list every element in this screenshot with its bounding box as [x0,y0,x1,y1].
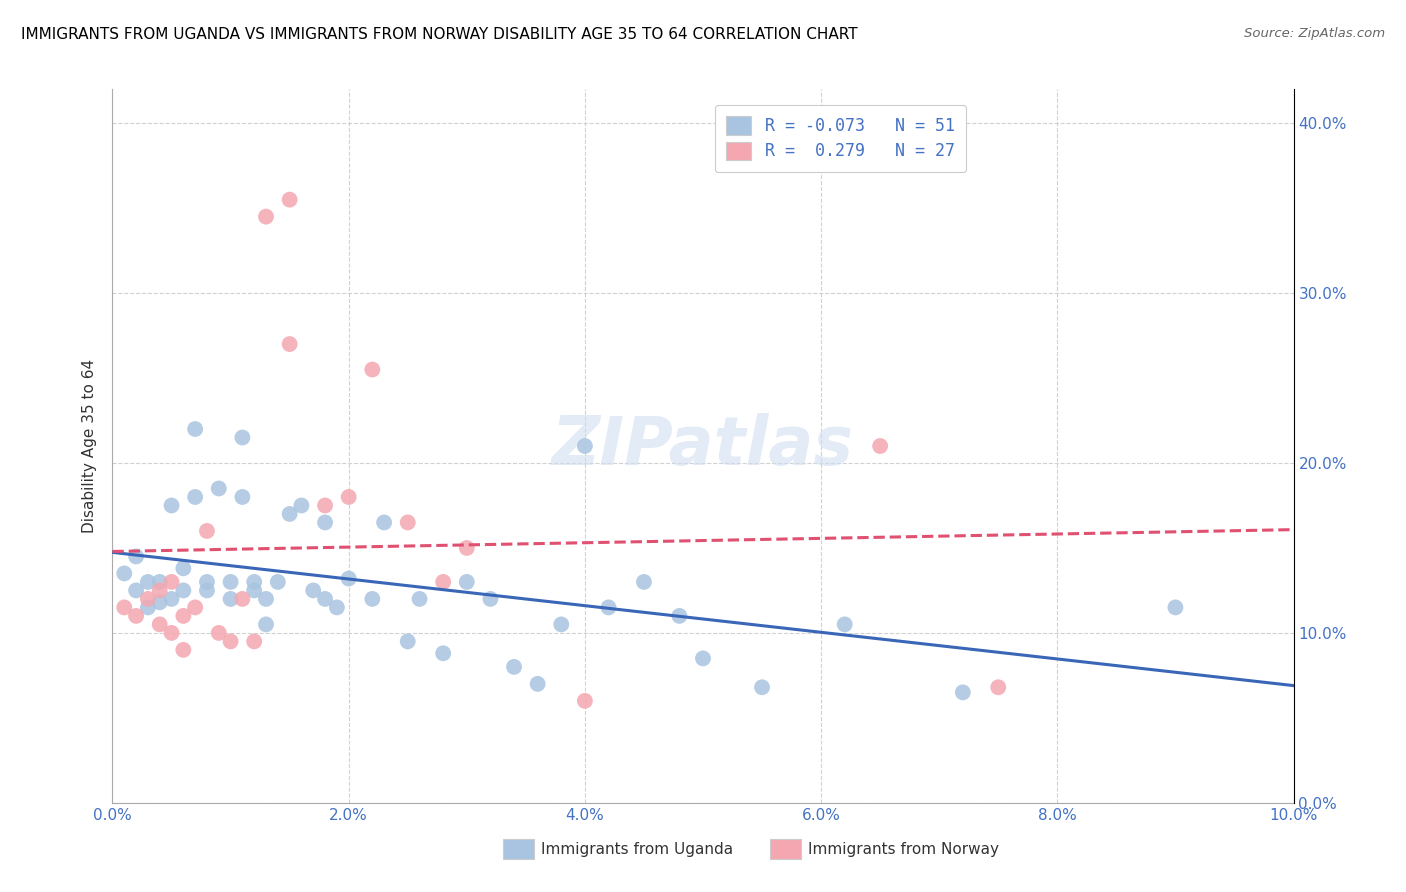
Point [361,591,384,606]
Point [1164,600,1187,615]
Point [243,574,266,589]
Point [243,583,266,598]
Text: Immigrants from Norway: Immigrants from Norway [808,842,1000,856]
Point [208,482,231,496]
Point [550,617,572,632]
Point [869,439,891,453]
Point [172,583,194,598]
Point [952,685,974,699]
Text: Immigrants from Uganda: Immigrants from Uganda [541,842,734,856]
Point [479,591,502,606]
Point [195,524,218,538]
Point [125,549,148,564]
Point [456,541,478,555]
Point [751,680,773,694]
Point [219,574,242,589]
Point [149,595,172,609]
Point [149,617,172,632]
Point [373,516,395,530]
Point [136,600,159,615]
Point [574,439,596,453]
Point [633,574,655,589]
Text: IMMIGRANTS FROM UGANDA VS IMMIGRANTS FROM NORWAY DISABILITY AGE 35 TO 64 CORRELA: IMMIGRANTS FROM UGANDA VS IMMIGRANTS FRO… [21,27,858,42]
Point [987,680,1010,694]
Point [668,608,690,623]
Y-axis label: Disability Age 35 to 64: Disability Age 35 to 64 [82,359,97,533]
Point [337,572,360,586]
Point [254,617,277,632]
Point [160,591,183,606]
Point [302,583,325,598]
Point [267,574,290,589]
Point [396,634,419,648]
Point [231,591,253,606]
Point [125,583,148,598]
Point [408,591,430,606]
Point [160,499,183,513]
Point [456,574,478,589]
Point [184,490,207,504]
Point [290,499,312,513]
Point [172,643,194,657]
Point [125,608,148,623]
Point [160,574,183,589]
Point [184,600,207,615]
Point [172,608,194,623]
Point [172,561,194,575]
Point [692,651,714,665]
Point [278,507,301,521]
Point [219,591,242,606]
Point [432,574,454,589]
Point [503,660,526,674]
Text: ZIPatlas: ZIPatlas [553,413,853,479]
Point [337,490,360,504]
Point [361,362,384,376]
Point [112,566,135,581]
Point [574,694,596,708]
Legend: R = -0.073   N = 51, R =  0.279   N = 27: R = -0.073 N = 51, R = 0.279 N = 27 [714,104,966,172]
Point [598,600,620,615]
Point [231,490,253,504]
Point [149,574,172,589]
Point [136,591,159,606]
Point [136,574,159,589]
Point [208,626,231,640]
Point [278,337,301,351]
Point [526,677,548,691]
Point [195,583,218,598]
Point [254,591,277,606]
Point [314,591,336,606]
Point [326,600,349,615]
Point [149,583,172,598]
Point [231,430,253,444]
Point [184,422,207,436]
Point [160,626,183,640]
Point [432,646,454,660]
Point [314,516,336,530]
Point [219,634,242,648]
Point [314,499,336,513]
Point [396,516,419,530]
Point [834,617,856,632]
Point [112,600,135,615]
Point [278,193,301,207]
Point [243,634,266,648]
Text: Source: ZipAtlas.com: Source: ZipAtlas.com [1244,27,1385,40]
Point [254,210,277,224]
Point [195,574,218,589]
